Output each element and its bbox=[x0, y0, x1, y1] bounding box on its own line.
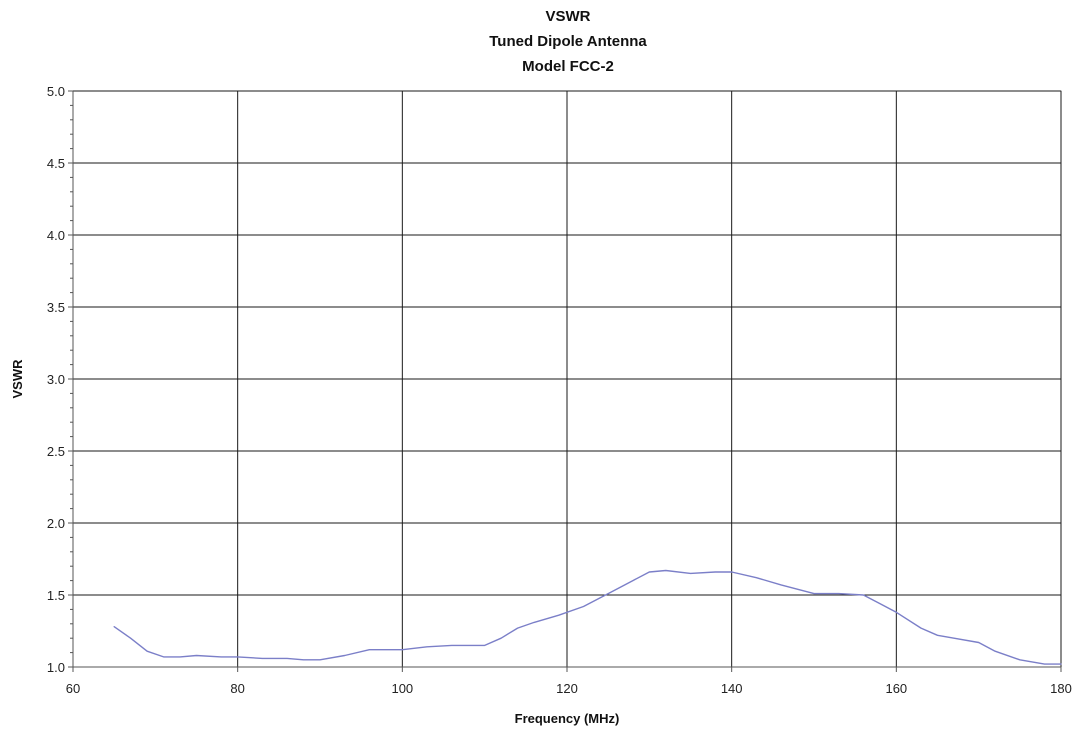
y-tick-label: 1.5 bbox=[47, 588, 65, 603]
x-tick-label: 140 bbox=[721, 681, 743, 696]
x-tick-label: 180 bbox=[1050, 681, 1072, 696]
y-tick-label: 4.0 bbox=[47, 228, 65, 243]
y-tick-label: 1.0 bbox=[47, 660, 65, 675]
y-tick-label: 3.5 bbox=[47, 300, 65, 315]
y-tick-label: 3.0 bbox=[47, 372, 65, 387]
x-tick-label: 60 bbox=[66, 681, 80, 696]
chart-title-line-1: VSWR bbox=[546, 8, 591, 25]
y-tick-label: 5.0 bbox=[47, 84, 65, 99]
x-tick-label: 160 bbox=[885, 681, 907, 696]
series-line-vswr bbox=[113, 569, 1062, 665]
y-tick-label: 4.5 bbox=[47, 156, 65, 171]
x-tick-label: 80 bbox=[230, 681, 244, 696]
x-axis-label: Frequency (MHz) bbox=[515, 711, 620, 726]
y-tick-label: 2.0 bbox=[47, 516, 65, 531]
y-tick-label: 2.5 bbox=[47, 444, 65, 459]
x-tick-label: 120 bbox=[556, 681, 578, 696]
x-axis-ticks: 60 80 100 120 140 160 180 bbox=[66, 667, 1072, 696]
series-group bbox=[113, 569, 1062, 665]
y-axis-label: VSWR bbox=[10, 359, 25, 399]
gridlines bbox=[73, 90, 1062, 667]
x-tick-label: 100 bbox=[391, 681, 413, 696]
chart-title: VSWR Tuned Dipole Antenna Model FCC-2 bbox=[489, 8, 647, 75]
chart-title-line-2: Tuned Dipole Antenna bbox=[489, 33, 647, 50]
chart-title-line-3: Model FCC-2 bbox=[522, 58, 614, 75]
y-axis-ticks: 1.0 1.5 2.0 2.5 3.0 3.5 4.0 4.5 5.0 bbox=[47, 84, 73, 675]
